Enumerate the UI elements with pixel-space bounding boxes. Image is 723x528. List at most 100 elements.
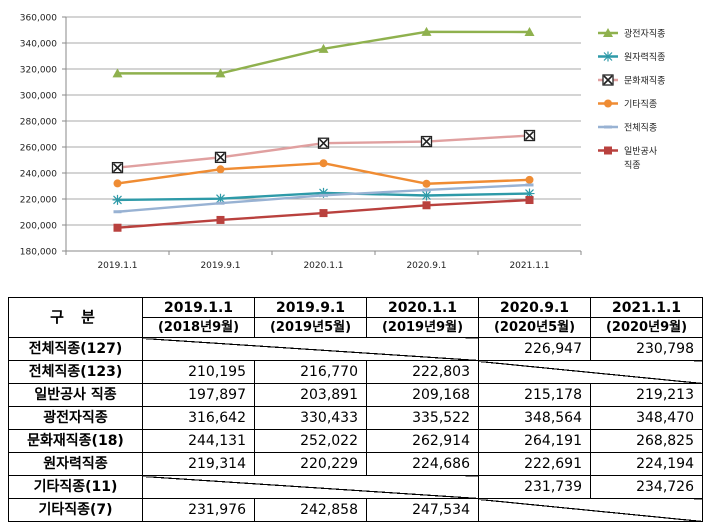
value-cell: 219,314 [142, 452, 255, 476]
series-5 [113, 196, 534, 232]
y-tick-label: 220,000 [20, 196, 57, 206]
data-point-triangle [421, 26, 432, 36]
legend-label: 문화재직종 [624, 76, 665, 87]
table-row: 전체직종(127) 226,947 230,798 [8, 337, 703, 361]
legend-label: 광전자직종 [624, 28, 665, 40]
value-cell: 348,470 [590, 406, 703, 430]
series-0 [112, 26, 535, 78]
data-point-square [525, 196, 534, 205]
table-row: 광전자직종 316,642 330,433 335,522 348,564 348,470 [8, 406, 703, 430]
value-cell: 231,739 [478, 475, 591, 499]
marker-cross [318, 138, 329, 148]
legend-item: 기타직종 [598, 99, 657, 110]
column-date: 2019.1.1 [142, 297, 255, 318]
y-tick-label: 180,000 [20, 248, 57, 258]
data-point-triangle [524, 26, 535, 36]
data-point-circle [319, 159, 328, 168]
column-subdate: (2019년5월) [254, 317, 367, 338]
value-cell: 264,191 [478, 429, 591, 453]
marker-cross [421, 136, 432, 147]
legend-label-line: 직종 [624, 160, 641, 171]
table-row: 기타직종(7) 231,976 242,858 247,534 [8, 498, 703, 522]
value-cell: 268,825 [590, 429, 703, 453]
value-cell: 216,770 [254, 360, 367, 384]
legend-label: 기타직종 [624, 99, 657, 110]
marker-cross [524, 130, 535, 141]
table-subheader-row: (2018년9월) (2019년5월) (2019년9월) (2020년5월) … [9, 317, 703, 338]
value-cell: 210,195 [142, 360, 255, 384]
row-label: 전체직종(127) [8, 337, 143, 361]
value-cell: 226,947 [478, 337, 591, 361]
data-point-star [603, 51, 613, 62]
column-subdate: (2020년9월) [590, 317, 703, 338]
data-point-square [604, 146, 612, 155]
row-label: 일반공사 직종 [8, 383, 143, 407]
legend-label-line: 일반공사 [624, 146, 658, 157]
chart-series [111, 26, 536, 232]
legend-item: 문화재직종 [598, 74, 665, 87]
data-point-square [319, 209, 328, 218]
value-cell: 224,686 [366, 452, 479, 476]
value-cell: 203,891 [254, 383, 367, 407]
table-row: 문화재직종(18) 244,131 252,022 262,914 264,191 268… [8, 429, 703, 453]
series-4 [113, 183, 534, 214]
data-point-square-x [602, 74, 614, 86]
value-cell: 222,803 [366, 360, 479, 384]
value-cell: 224,194 [590, 452, 703, 476]
line-chart: 180,000 200,000 220,000 240,000 260,000 280,0… [20, 14, 666, 272]
legend-item: 광전자직종 [598, 28, 665, 40]
value-cell: 197,897 [142, 383, 255, 407]
series-2 [111, 129, 536, 174]
x-tick-label: 2019.1.1 [97, 261, 137, 271]
table-row: 원자력직종 219,314 220,229 224,686 222,691 224,194 [8, 452, 703, 476]
row-label: 광전자직종 [8, 406, 143, 430]
empty-cell [142, 337, 479, 361]
legend-label: 전체직종 [624, 123, 657, 134]
y-tick-label: 360,000 [20, 14, 57, 24]
table-header-row: 구 분 2019.1.1 2019.9.1 2020.1.1 2020.9.1 … [8, 297, 703, 338]
data-table: 구 분 2019.1.1 2019.9.1 2020.1.1 2020.9.1 … [8, 297, 703, 522]
data-point-circle [525, 175, 534, 184]
row-label: 기타직종(7) [8, 498, 143, 522]
column-date: 2019.9.1 [254, 297, 367, 318]
value-cell: 335,522 [366, 406, 479, 430]
data-point-square-x [111, 161, 124, 174]
data-point-circle [422, 179, 431, 188]
value-cell: 242,858 [254, 498, 367, 522]
empty-cell [478, 360, 703, 384]
data-point-square [422, 201, 431, 210]
legend-label: 원자력직종 [624, 51, 665, 63]
data-point-square-x [317, 137, 330, 149]
series-1 [112, 187, 535, 205]
data-point-star [215, 193, 226, 204]
y-tick-label: 320,000 [20, 66, 57, 76]
data-point-square-x [420, 135, 433, 148]
data-point-triangle [112, 68, 123, 78]
data-point-square [113, 223, 122, 232]
x-tick-label: 2020.9.1 [406, 261, 446, 271]
table-row: 기타직종(11) 231,739 234,726 [8, 475, 703, 499]
data-point-star [318, 187, 329, 198]
column-subdate: (2019년9월) [366, 317, 479, 338]
value-cell: 316,642 [142, 406, 255, 430]
value-cell: 234,726 [590, 475, 703, 499]
y-tick-label: 340,000 [20, 40, 57, 50]
value-cell: 330,433 [254, 406, 367, 430]
row-label: 원자력직종 [8, 452, 143, 476]
data-point-square-x [214, 151, 227, 164]
y-tick-label: 280,000 [20, 118, 57, 128]
value-cell: 244,131 [142, 429, 255, 453]
y-tick-label: 300,000 [20, 92, 57, 102]
series-3 [113, 159, 534, 188]
value-cell: 252,022 [254, 429, 367, 453]
row-label: 전체직종(123) [8, 360, 143, 384]
data-point-star [112, 194, 123, 205]
x-tick-label: 2019.9.1 [200, 261, 240, 271]
marker-cross [112, 163, 123, 173]
header-label: 구 분 [8, 297, 143, 338]
x-axis: 2019.1.1 2019.9.1 2020.1.1 2020.9.1 2021.1.1 [65, 250, 582, 271]
value-cell: 231,976 [142, 498, 255, 522]
